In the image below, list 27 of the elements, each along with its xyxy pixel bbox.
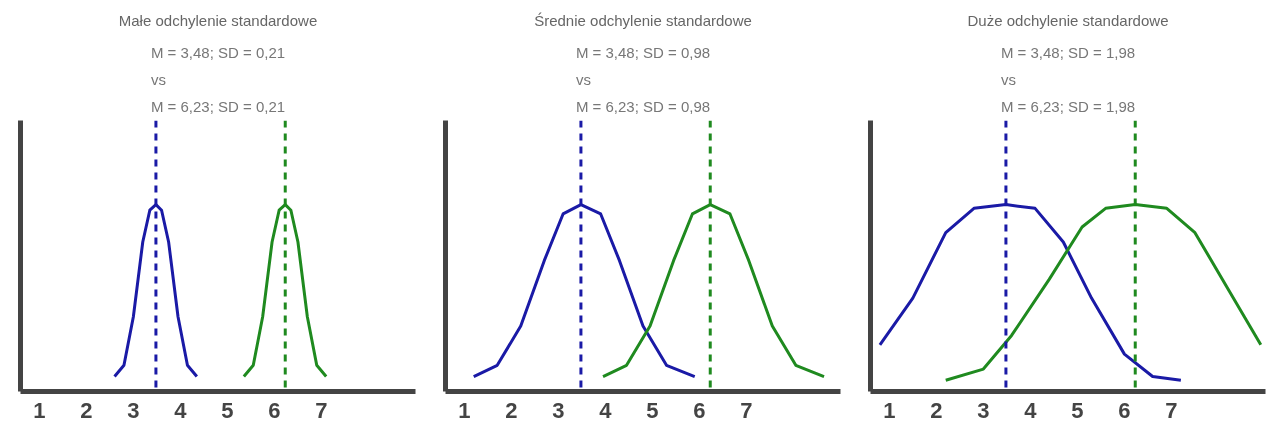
x-tick-label: 7 <box>1165 397 1178 422</box>
x-tick-label: 6 <box>693 397 706 422</box>
x-tick-label: 7 <box>740 397 753 422</box>
x-tick-label: 2 <box>505 397 518 422</box>
x-tick-label: 4 <box>174 397 188 422</box>
x-tick-label: 3 <box>127 397 140 422</box>
chart-title: Średnie odchylenie standardowe <box>534 11 752 29</box>
x-tick-label: 1 <box>458 397 471 422</box>
x-tick-label: 5 <box>221 397 234 422</box>
chart-title: Duże odchylenie standardowe <box>967 11 1169 29</box>
x-tick-label: 4 <box>1024 397 1038 422</box>
x-tick-label: 2 <box>80 397 93 422</box>
x-tick-label: 3 <box>977 397 990 422</box>
chart-subtitle: M = 3,48; SD = 0,98 vs M = 6,23; SD = 0,98 <box>575 44 711 116</box>
chart-subtitle: M = 3,48; SD = 0,21 vs M = 6,23; SD = 0,21 <box>150 44 286 116</box>
x-tick-label: 1 <box>883 397 896 422</box>
x-tick-label: 7 <box>315 397 328 422</box>
x-tick-label: 5 <box>1071 397 1084 422</box>
x-tick-label: 6 <box>268 397 281 422</box>
chart-subtitle: M = 3,48; SD = 1,98 vs M = 6,23; SD = 1,98 <box>1000 44 1136 116</box>
x-tick-label: 6 <box>1118 397 1131 422</box>
x-tick-label: 2 <box>930 397 943 422</box>
x-tick-label: 3 <box>552 397 565 422</box>
chart-title: Małe odchylenie standardowe <box>118 11 318 29</box>
x-tick-label: 4 <box>599 397 613 422</box>
x-tick-label: 5 <box>646 397 659 422</box>
x-tick-label: 1 <box>33 397 46 422</box>
